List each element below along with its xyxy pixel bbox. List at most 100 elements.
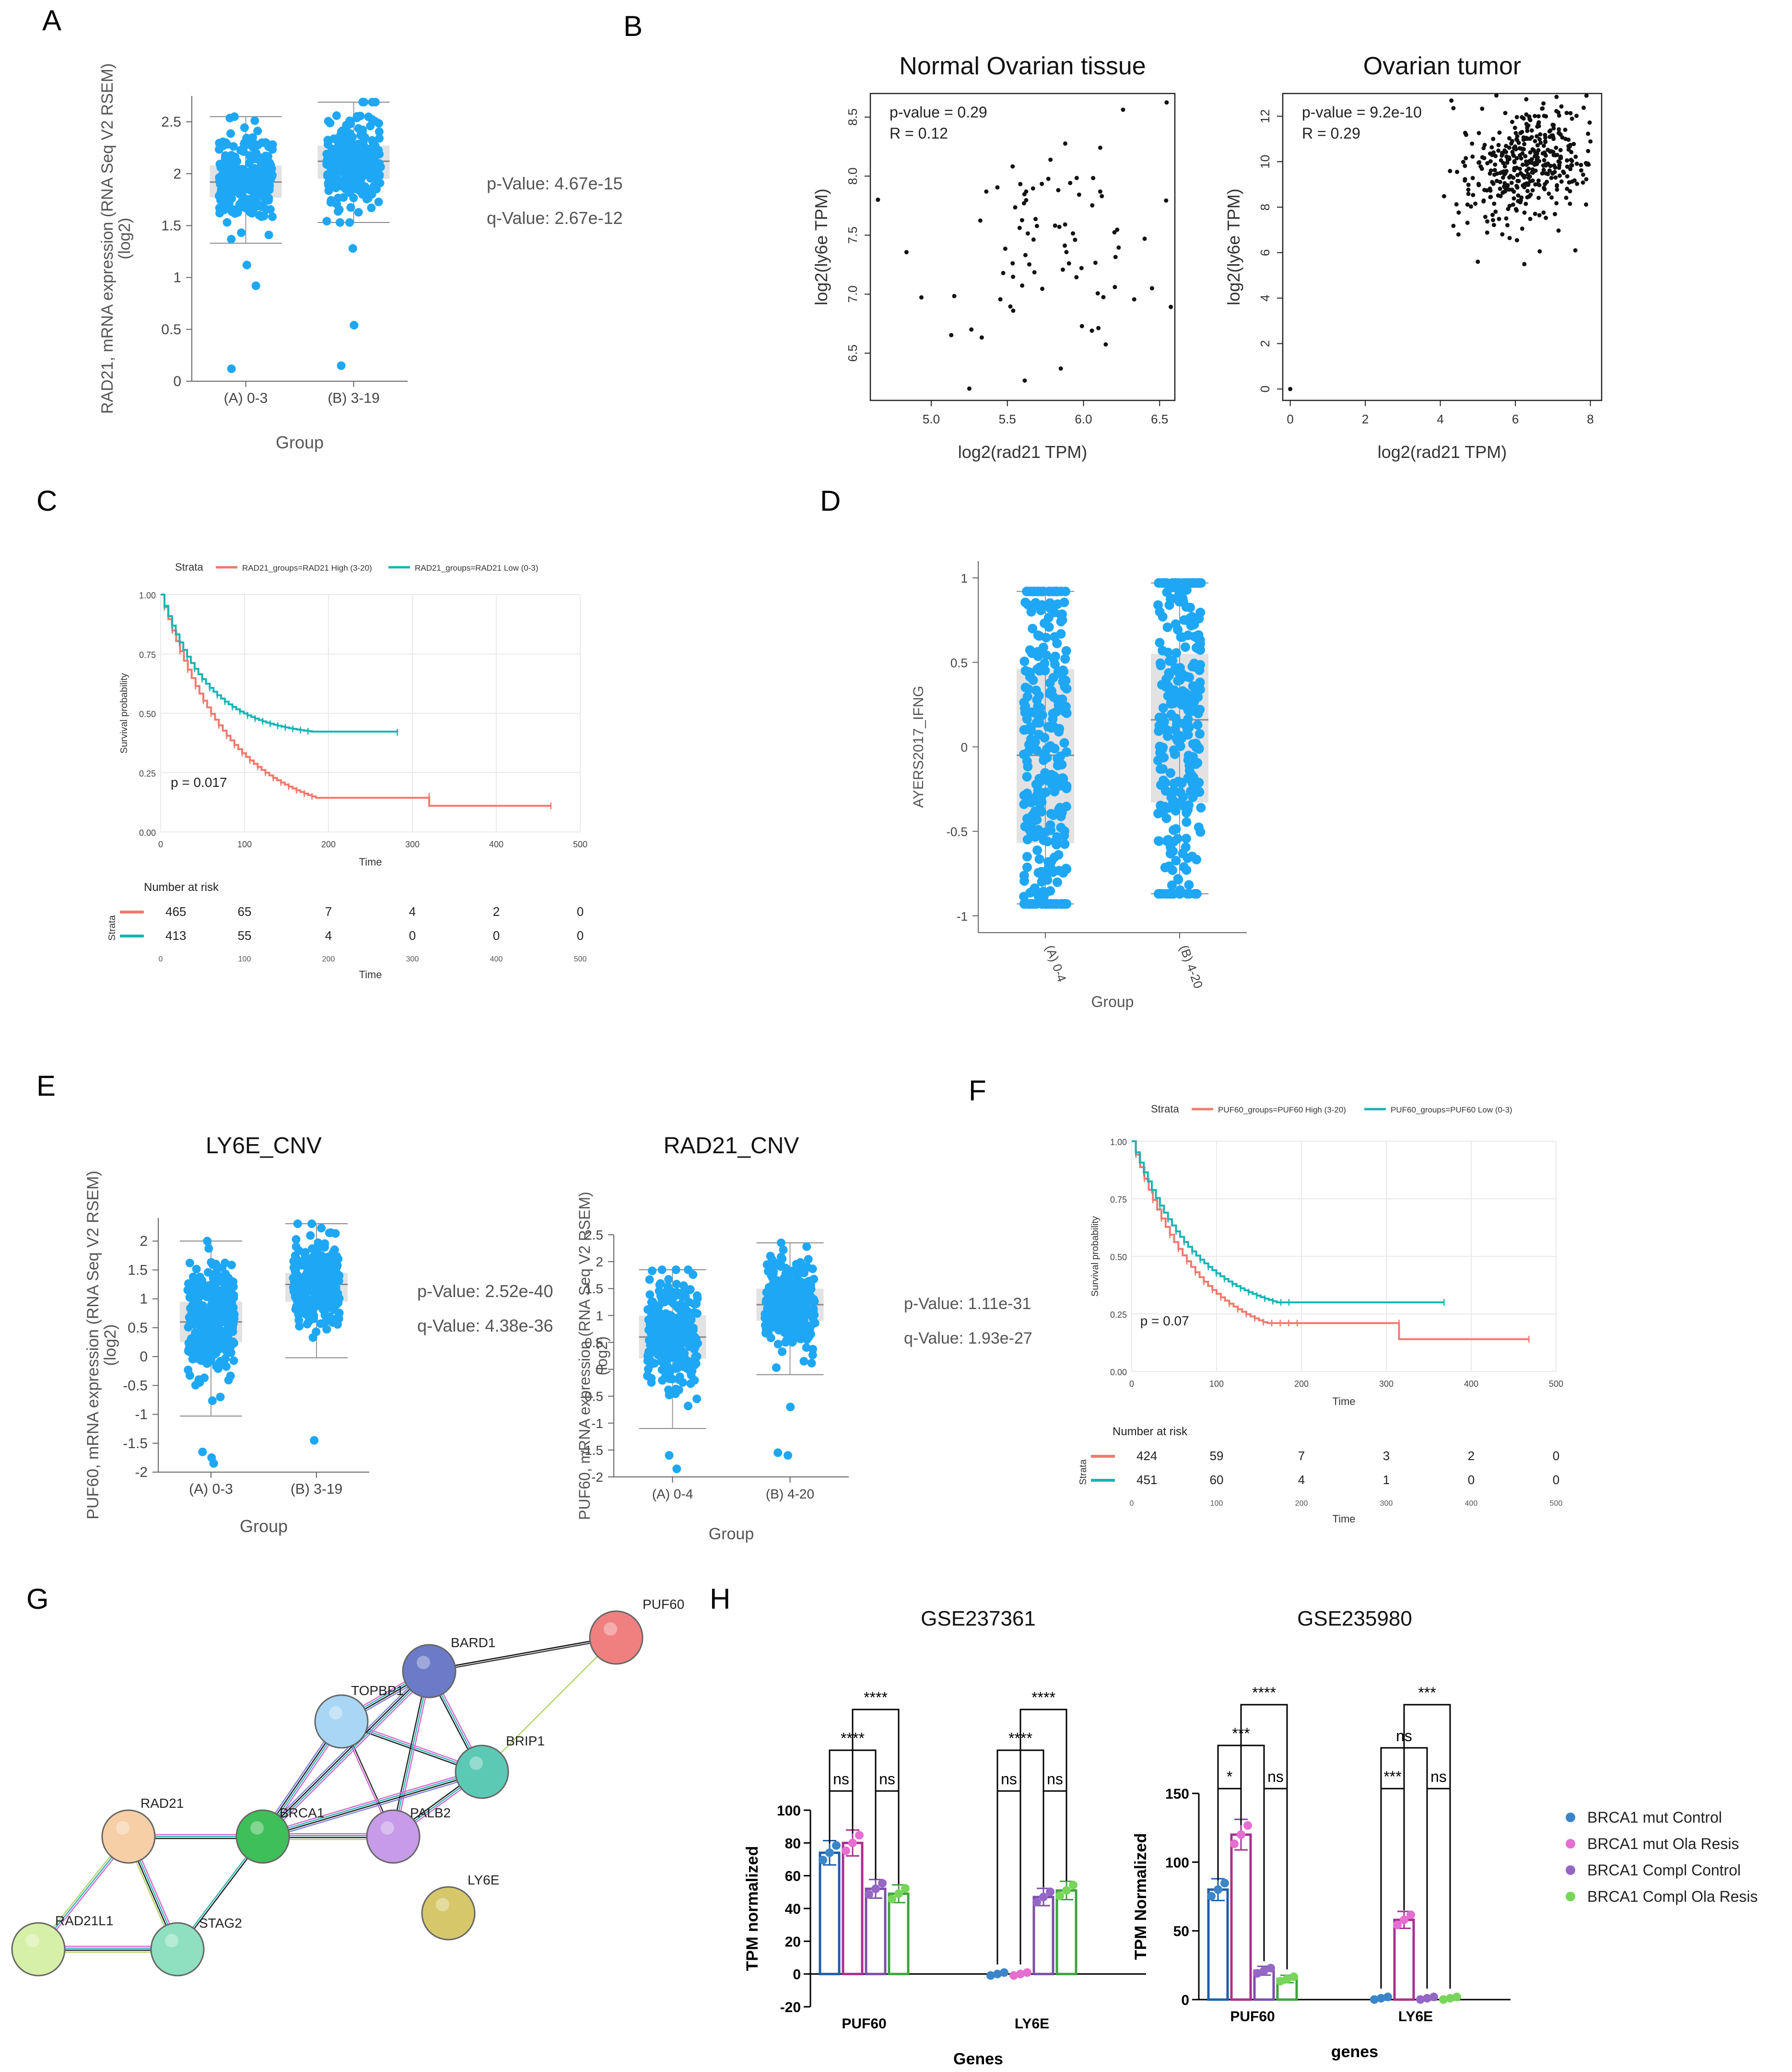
replicate-point	[1429, 1992, 1438, 2002]
network-node	[150, 1922, 205, 1977]
data-point	[1194, 630, 1204, 640]
data-point	[1079, 266, 1084, 270]
data-point	[1022, 378, 1027, 383]
data-point	[359, 137, 368, 146]
data-point	[1500, 152, 1505, 157]
data-point	[1476, 259, 1480, 264]
km-curve-low	[161, 594, 398, 733]
data-point	[1034, 223, 1039, 228]
data-point	[340, 144, 350, 153]
points-1	[289, 1219, 344, 1445]
data-point	[1068, 181, 1073, 186]
replicate-point	[1214, 1885, 1222, 1894]
data-point	[1581, 105, 1586, 110]
data-point	[1018, 182, 1023, 187]
data-point	[206, 1339, 215, 1348]
data-point	[1549, 195, 1554, 200]
data-point	[1501, 190, 1506, 195]
data-point	[209, 1315, 218, 1324]
data-point	[1554, 145, 1558, 150]
data-point	[1025, 740, 1035, 750]
data-point	[226, 1371, 235, 1381]
data-point	[1019, 656, 1030, 667]
data-point	[1584, 177, 1589, 182]
data-point	[374, 198, 383, 207]
data-point	[203, 1268, 212, 1277]
data-point	[1546, 148, 1550, 152]
data-point	[265, 158, 274, 167]
data-point	[227, 234, 236, 244]
data-point	[1113, 285, 1117, 290]
data-point	[1441, 194, 1446, 199]
points	[1288, 93, 1593, 391]
data-point	[1164, 861, 1174, 871]
replicate-point	[1283, 1975, 1291, 1983]
chart-title: RAD21_CNV	[664, 1133, 799, 1159]
data-point	[1057, 773, 1067, 783]
network-node	[455, 1744, 509, 1799]
data-point	[342, 120, 351, 129]
y-tick-label: 1	[596, 1308, 603, 1323]
points-0	[214, 112, 277, 374]
data-point	[1564, 111, 1569, 116]
data-point	[211, 1288, 220, 1297]
data-point	[1542, 186, 1546, 190]
data-point	[969, 327, 974, 332]
data-point	[686, 1285, 695, 1294]
data-point	[368, 97, 377, 106]
data-point	[1551, 126, 1556, 131]
data-point	[1583, 161, 1588, 165]
data-point	[1497, 130, 1502, 135]
data-point	[1485, 161, 1490, 165]
data-point	[1191, 759, 1201, 769]
data-point	[1569, 159, 1574, 164]
data-point	[1026, 607, 1036, 617]
data-point	[1575, 181, 1580, 186]
data-point	[662, 1329, 671, 1338]
data-point	[223, 218, 232, 227]
data-point	[1023, 253, 1028, 258]
data-point	[646, 1340, 655, 1349]
data-point	[773, 1284, 783, 1293]
x-axis-title: Time	[359, 856, 382, 868]
data-point	[371, 141, 380, 151]
data-point	[1165, 768, 1175, 778]
sig-bracket	[1019, 1709, 1067, 1965]
data-point	[1546, 191, 1551, 196]
legend-H: BRCA1 mut Control BRCA1 mut Ola Resis BRCA…	[1566, 1809, 1758, 1905]
data-point	[1490, 180, 1495, 185]
annotation: p-value = 0.29	[890, 104, 987, 121]
data-point	[1172, 833, 1183, 843]
node-highlight	[436, 1898, 449, 1911]
data-point	[1164, 670, 1174, 680]
data-point	[1565, 158, 1569, 163]
data-point	[1501, 161, 1506, 165]
data-point	[375, 134, 384, 143]
chart-E2: -2 -1.5 -1 -0.5 0 0.5 1 1.5 2 2.5 (A) 0-4 (B) 4-20 R…	[576, 1133, 1032, 1543]
data-point	[323, 1253, 332, 1262]
data-point	[645, 1275, 654, 1284]
replicate-point	[1260, 1966, 1268, 1975]
data-point	[317, 1224, 326, 1233]
data-point	[1048, 714, 1058, 724]
replicate-point	[1016, 1969, 1025, 1978]
data-point	[1461, 160, 1465, 164]
data-point	[1514, 238, 1519, 243]
network-edge	[264, 1673, 432, 1839]
data-point	[1089, 328, 1094, 333]
data-point	[1498, 194, 1503, 199]
risk-x-tick-label: 0	[159, 955, 163, 963]
chart-H1: -20 0 20 40 60 80 100 TPM normalized GSE237361 Ge…	[743, 1607, 1146, 2068]
data-point	[1528, 150, 1533, 155]
network-node	[402, 1644, 457, 1698]
data-point	[1521, 116, 1526, 121]
data-point	[876, 198, 880, 202]
data-point	[1512, 166, 1517, 171]
data-point	[1529, 135, 1534, 140]
data-point	[225, 114, 234, 123]
y-tick-label: 0.5	[128, 1320, 148, 1336]
y-tick-label: 8	[1258, 204, 1272, 211]
data-point	[211, 1260, 221, 1269]
data-point	[1464, 132, 1468, 137]
data-point	[319, 1297, 328, 1306]
